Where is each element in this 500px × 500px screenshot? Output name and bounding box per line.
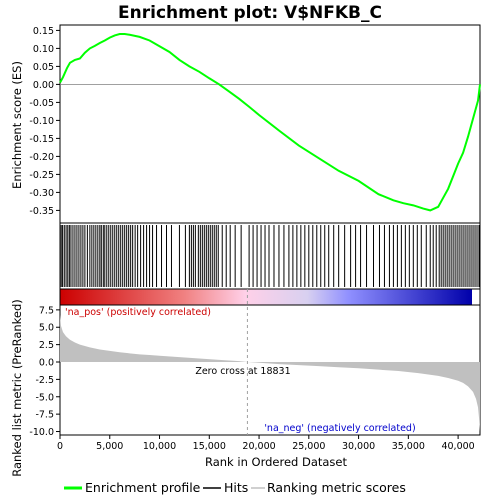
es-y-tick-label: 0.05 — [33, 62, 54, 73]
es-y-tick-label: -0.05 — [29, 98, 54, 109]
metric-y-tick-label: -10.0 — [29, 427, 54, 438]
es-y-tick-label: -0.20 — [29, 152, 54, 163]
x-tick-label: 35,000 — [392, 441, 425, 452]
legend-box — [60, 477, 440, 497]
hits-panel — [59, 222, 481, 290]
rank-heatmap-bar — [59, 288, 481, 306]
es-panel: 0.15 0.10 0.05 0.00 -0.05 -0.10 -0.15 -0.20 -0.2… — [10, 24, 481, 224]
metric-y-tick-label: -7.5 — [35, 410, 54, 421]
legend-enrichment-label: Enrichment profile — [85, 480, 201, 495]
x-tick-label: 20,000 — [242, 441, 275, 452]
es-y-tick-label: 0.10 — [33, 44, 54, 55]
es-y-tick-label: -0.30 — [29, 188, 54, 199]
x-tick-label: 40,000 — [441, 441, 474, 452]
chart-title: Enrichment plot: V$NFKB_C — [118, 3, 382, 23]
metric-y-tick-label: 0.0 — [39, 358, 54, 369]
es-y-axis-label: Enrichment score (ES) — [10, 61, 24, 189]
legend: Enrichment profile Hits Ranking metric s… — [60, 477, 440, 497]
x-axis-ticks: 0 5,000 10,000 15,000 20,000 25,000 30,000 35,0… — [57, 435, 475, 452]
x-tick-label: 0 — [57, 441, 63, 452]
metric-y-tick-label: 7.5 — [39, 305, 54, 316]
metric-panel: 7.5 5.0 2.5 0.0 -2.5 -5.0 -7.5 -10.0 0 5,000 10,0… — [10, 289, 481, 477]
es-y-tick-label: -0.15 — [29, 134, 54, 145]
es-y-tick-label: 0.00 — [33, 80, 54, 91]
x-tick-label: 30,000 — [342, 441, 375, 452]
metric-y-tick-label: -5.0 — [35, 392, 54, 403]
heatmap-gradient — [60, 289, 472, 305]
metric-y-axis-label: Ranked list metric (PreRanked) — [10, 299, 24, 477]
metric-y-ticks: 7.5 5.0 2.5 0.0 -2.5 -5.0 -7.5 -10.0 — [29, 305, 60, 438]
legend-hits-label: Hits — [224, 480, 248, 495]
x-tick-label: 25,000 — [292, 441, 325, 452]
positive-correlation-label: 'na_pos' (positively correlated) — [65, 307, 211, 318]
negative-correlation-label: 'na_neg' (negatively correlated) — [264, 423, 415, 434]
es-y-ticks: 0.15 0.10 0.05 0.00 -0.05 -0.10 -0.15 -0.20 -0.2… — [29, 26, 60, 217]
x-axis-label: Rank in Ordered Dataset — [205, 455, 348, 469]
zero-cross-label: Zero cross at 18831 — [195, 366, 290, 377]
es-y-tick-label: -0.10 — [29, 116, 54, 127]
es-y-tick-label: 0.15 — [33, 26, 54, 37]
x-tick-label: 15,000 — [193, 441, 226, 452]
hit-marks — [60, 225, 480, 287]
hits-plot-area — [59, 222, 481, 290]
metric-y-tick-label: -2.5 — [35, 375, 54, 386]
legend-metric-label: Ranking metric scores — [267, 480, 406, 495]
x-tick-label: 10,000 — [143, 441, 176, 452]
enrichment-profile-line — [59, 33, 481, 212]
es-y-tick-label: -0.25 — [29, 170, 54, 181]
x-tick-label: 5,000 — [96, 441, 123, 452]
es-y-tick-label: -0.35 — [29, 206, 54, 217]
metric-y-tick-label: 5.0 — [39, 323, 54, 334]
metric-y-tick-label: 2.5 — [39, 340, 54, 351]
